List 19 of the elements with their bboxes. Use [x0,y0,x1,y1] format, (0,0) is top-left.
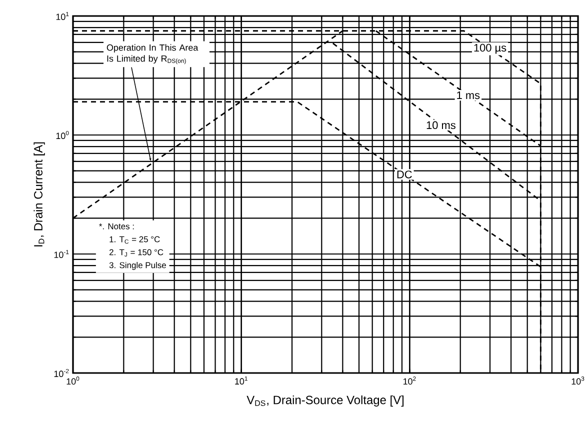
x-axis-title: V$_{DS}$, Drain-Source Voltage [V] [246,395,404,407]
x-tick-label: 10$^{3}$ [572,376,584,385]
annotation: 1. T$_{C}$ = 25 °C [110,236,160,244]
y-tick-label: 10$^{-2}$ [54,368,69,378]
y-tick-label: 10$^{0}$ [56,130,69,140]
series-label: 10 ms [426,121,456,130]
annotation: Operation In This Area Is Limited by R$_{DS(on)}$ [106,44,198,64]
x-tick-label: 10$^{0}$ [66,376,80,385]
x-tick-label: 10$^{2}$ [403,376,416,385]
series-label: 1 ms [457,91,480,100]
series-label: 100 µs [474,44,506,54]
annotation: *. Notes : [99,223,134,230]
x-tick-label: 10$^{1}$ [235,376,248,385]
annotation: 3. Single Pulse [109,262,166,270]
series-label: DC [397,170,412,178]
y-tick-label: 10$^{-1}$ [54,250,69,258]
y-axis-title: I$_{D}$, Drain Current [A] [34,142,45,246]
annotation: 2. T$_{J}$ = 150 °C [109,249,164,257]
y-tick-label: 10$^{1}$ [56,12,69,20]
